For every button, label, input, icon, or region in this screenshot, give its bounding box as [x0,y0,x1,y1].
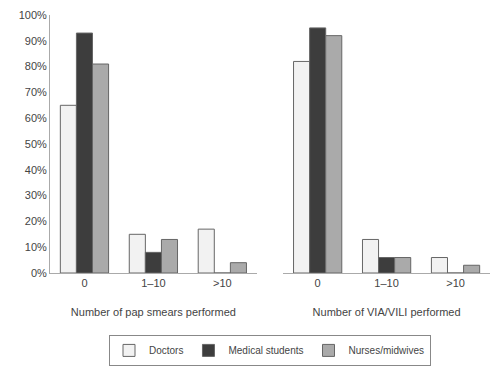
svg-text:0: 0 [315,277,321,289]
svg-text:50%: 50% [25,138,47,150]
svg-text:Number of VIA/VILI performed: Number of VIA/VILI performed [313,306,461,318]
svg-text:>10: >10 [213,277,232,289]
svg-text:90%: 90% [25,35,47,47]
svg-text:>10: >10 [446,277,465,289]
svg-text:Doctors: Doctors [149,345,183,356]
svg-text:Medical students: Medical students [228,345,303,356]
svg-text:0%: 0% [31,267,47,279]
svg-text:Nurses/midwives: Nurses/midwives [349,345,425,356]
svg-text:40%: 40% [25,164,47,176]
svg-text:1–10: 1–10 [141,277,165,289]
svg-text:20%: 20% [25,215,47,227]
svg-text:1–10: 1–10 [374,277,398,289]
svg-text:30%: 30% [25,189,47,201]
svg-text:70%: 70% [25,86,47,98]
svg-text:Number of pap smears performed: Number of pap smears performed [71,306,236,318]
svg-text:100%: 100% [19,9,47,21]
svg-text:10%: 10% [25,241,47,253]
svg-text:0: 0 [81,277,87,289]
svg-text:60%: 60% [25,112,47,124]
svg-text:80%: 80% [25,60,47,72]
